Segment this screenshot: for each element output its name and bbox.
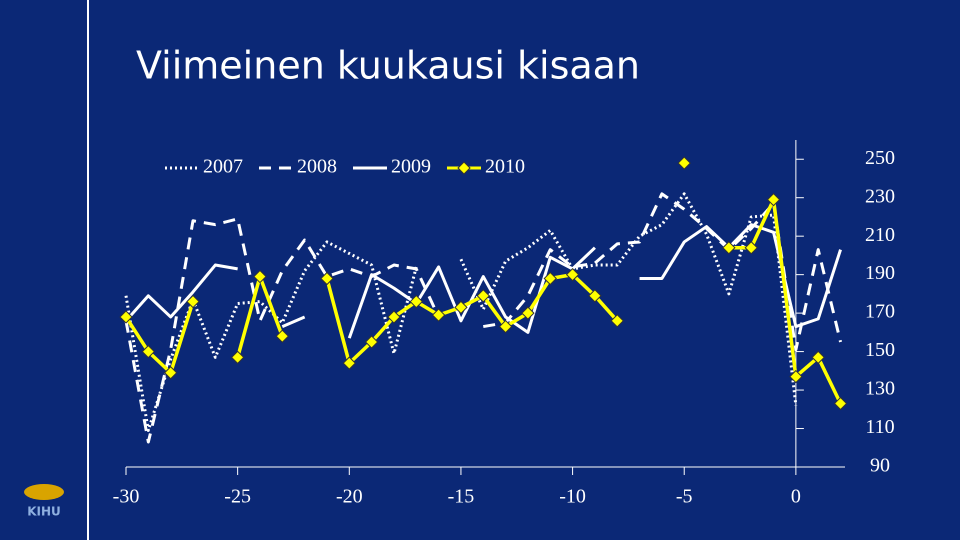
y-tick-label: 250	[865, 147, 895, 169]
data-point	[677, 156, 691, 170]
data-point	[543, 271, 557, 286]
logo: KIHU	[27, 505, 61, 519]
data-point	[565, 267, 580, 282]
data-point	[431, 308, 446, 322]
x-tick-label: -25	[224, 486, 251, 508]
y-tick-label: 130	[865, 378, 895, 400]
data-point	[163, 366, 178, 380]
data-point	[498, 319, 513, 334]
y-tick-label: 90	[870, 455, 890, 477]
y-tick-label: 170	[865, 301, 895, 323]
data-point	[119, 310, 133, 324]
x-tick-label: 0	[791, 486, 801, 508]
legend-label: 2007	[203, 156, 243, 178]
data-point	[744, 241, 758, 255]
data-point	[588, 289, 602, 303]
data-point	[387, 310, 401, 324]
data-point	[409, 294, 423, 309]
legend-marker	[457, 161, 471, 175]
x-tick-label: -10	[559, 486, 586, 508]
data-point	[230, 350, 245, 365]
series-line	[124, 223, 842, 339]
y-tick-label: 230	[865, 185, 895, 207]
x-tick-label: -15	[448, 486, 475, 508]
data-point	[342, 356, 356, 370]
y-tick-label: 190	[865, 262, 895, 284]
data-point	[454, 300, 468, 315]
x-tick-label: -30	[113, 486, 140, 508]
data-point	[521, 306, 535, 320]
data-point	[186, 294, 200, 309]
data-point	[811, 350, 825, 365]
y-tick-label: 210	[865, 224, 895, 246]
data-point	[275, 329, 290, 343]
legend-label: 2009	[391, 156, 431, 178]
data-point	[364, 335, 379, 349]
legend-label: 2010	[485, 156, 525, 178]
data-point	[320, 271, 334, 286]
x-tick-label: -20	[336, 486, 363, 508]
chart-title: Viimeinen kuukausi kisaan	[136, 44, 640, 88]
data-point	[789, 369, 803, 384]
logo-flame	[24, 484, 64, 500]
series-line	[124, 192, 798, 432]
data-point	[141, 344, 156, 359]
data-point	[722, 241, 736, 255]
data-point	[476, 289, 490, 303]
data-point	[833, 396, 848, 411]
y-tick-label: 110	[865, 416, 894, 438]
data-point	[610, 314, 624, 328]
legend-label: 2008	[297, 156, 337, 178]
data-point	[253, 269, 267, 284]
data-point	[766, 192, 781, 207]
y-tick-label: 150	[865, 339, 895, 361]
x-tick-label: -5	[676, 486, 693, 508]
